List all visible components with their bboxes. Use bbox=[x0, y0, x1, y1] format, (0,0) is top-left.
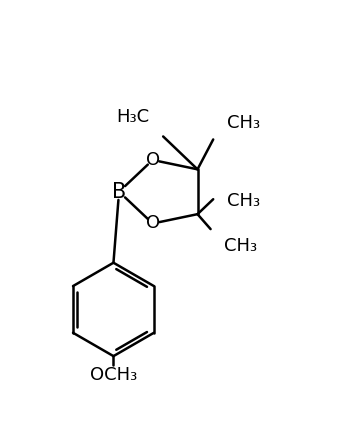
Text: O: O bbox=[146, 215, 160, 232]
Text: B: B bbox=[112, 182, 126, 202]
Text: CH₃: CH₃ bbox=[224, 237, 257, 255]
Text: CH₃: CH₃ bbox=[227, 114, 261, 131]
Text: CH₃: CH₃ bbox=[227, 192, 261, 210]
Text: OCH₃: OCH₃ bbox=[90, 366, 137, 384]
Text: H₃C: H₃C bbox=[116, 108, 149, 126]
Text: O: O bbox=[146, 151, 160, 169]
